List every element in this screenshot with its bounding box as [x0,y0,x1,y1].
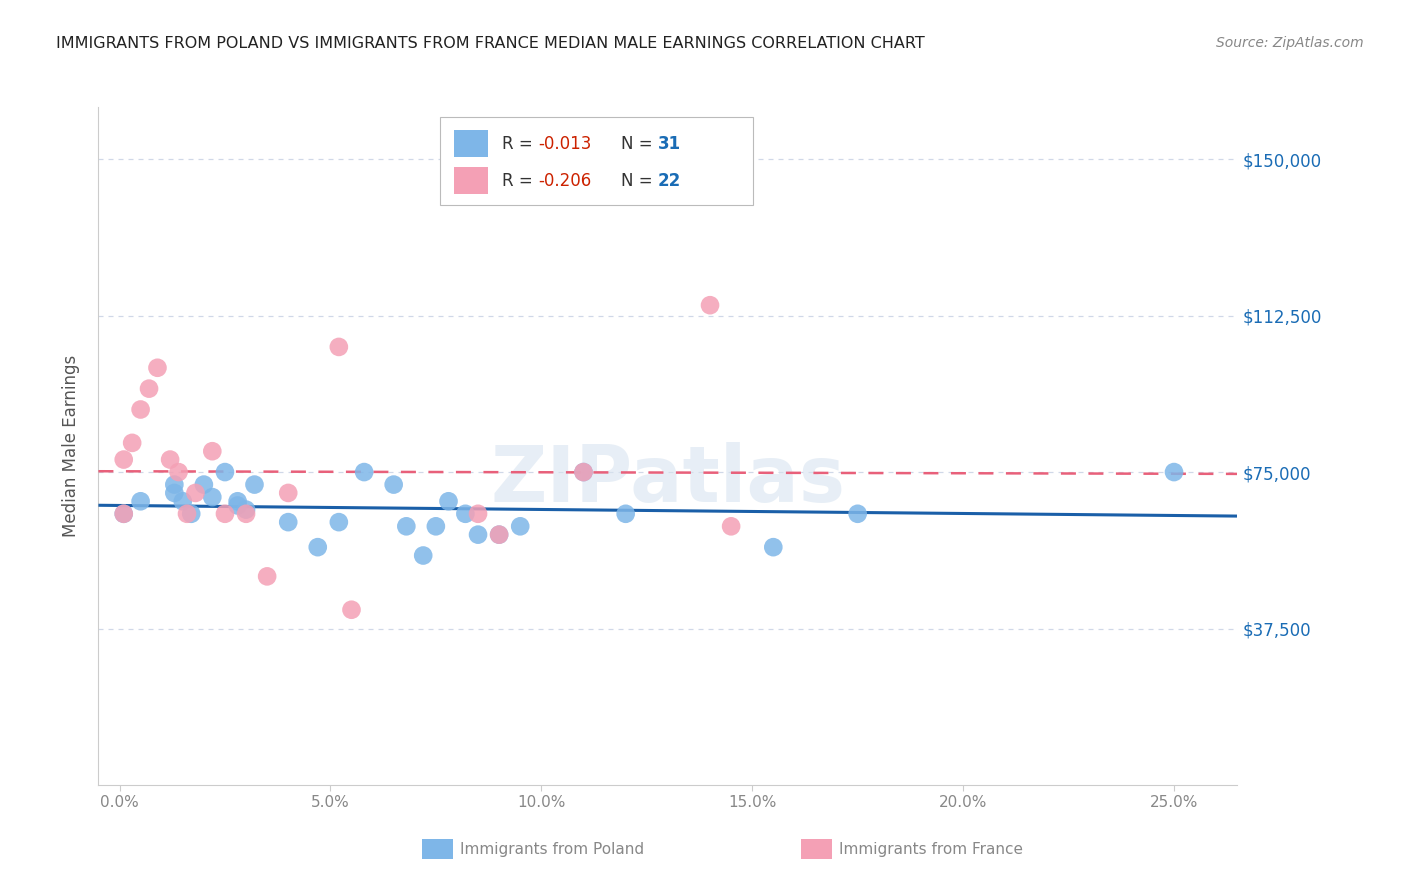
Point [307,540,329,554]
Y-axis label: Median Male Earnings: Median Male Earnings [62,355,80,537]
Text: Immigrants from Poland: Immigrants from Poland [460,842,644,856]
Point [167,465,190,479]
Point [509,519,531,533]
Point [277,515,299,529]
Text: IMMIGRANTS FROM POLAND VS IMMIGRANTS FROM FRANCE MEDIAN MALE EARNINGS CORRELATIO: IMMIGRANTS FROM POLAND VS IMMIGRANTS FRO… [56,36,925,51]
Text: Source: ZipAtlas.com: Source: ZipAtlas.com [1216,36,1364,50]
Text: 31: 31 [658,135,681,153]
Text: -0.013: -0.013 [538,135,592,153]
Point [180,507,202,521]
Text: -0.206: -0.206 [538,171,592,190]
Point [467,527,489,541]
Point [614,507,637,521]
Point [235,507,257,521]
Text: ZIPatlas: ZIPatlas [491,442,845,518]
Bar [454,168,488,194]
Point [121,435,143,450]
Text: R =: R = [502,171,537,190]
Point [138,382,160,396]
Text: 22: 22 [658,171,681,190]
Text: R =: R = [502,135,537,153]
Point [1163,465,1185,479]
Text: N =: N = [621,171,658,190]
Point [467,507,489,521]
Point [112,507,135,521]
Point [425,519,447,533]
Point [572,465,595,479]
Point [395,519,418,533]
Point [488,527,510,541]
Text: Immigrants from France: Immigrants from France [839,842,1024,856]
Point [146,360,169,375]
Point [437,494,460,508]
Point [720,519,742,533]
Point [112,452,135,467]
Point [235,502,257,516]
Point [112,507,135,521]
Bar [440,117,754,205]
Point [340,603,363,617]
Point [699,298,721,312]
Point [846,507,869,521]
Point [256,569,278,583]
Point [353,465,375,479]
Point [201,490,224,504]
Point [163,486,186,500]
Point [214,507,236,521]
Point [328,515,350,529]
Point [184,486,207,500]
Point [172,494,194,508]
Point [163,477,186,491]
Point [412,549,434,563]
Point [454,507,477,521]
Point [243,477,266,491]
Point [193,477,215,491]
Point [201,444,224,458]
Point [226,494,249,508]
Point [382,477,405,491]
Point [129,402,152,417]
Text: N =: N = [621,135,658,153]
Point [328,340,350,354]
Bar [454,130,488,157]
Point [488,527,510,541]
Point [762,540,785,554]
Point [226,499,249,513]
Point [572,465,595,479]
Point [159,452,181,467]
Point [214,465,236,479]
Point [176,507,198,521]
Point [129,494,152,508]
Point [277,486,299,500]
